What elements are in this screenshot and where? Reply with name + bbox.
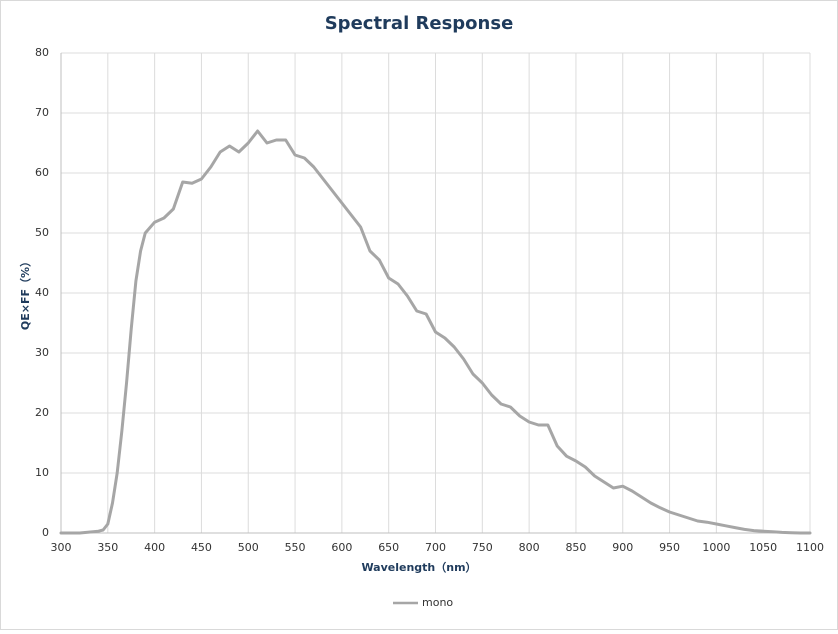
x-tick-label: 400 — [144, 541, 165, 554]
x-tick-label: 300 — [51, 541, 72, 554]
x-tick-label: 500 — [238, 541, 259, 554]
x-tick-label: 800 — [519, 541, 540, 554]
chart-title: Spectral Response — [325, 13, 514, 34]
y-tick-label: 60 — [35, 166, 49, 179]
x-tick-label: 1000 — [702, 541, 730, 554]
y-tick-label: 20 — [35, 406, 49, 419]
x-tick-label: 700 — [425, 541, 446, 554]
y-tick-label: 70 — [35, 106, 49, 119]
data-line — [59, 129, 812, 535]
x-tick-label: 850 — [565, 541, 586, 554]
y-tick-label: 40 — [35, 286, 49, 299]
x-tick-label: 950 — [659, 541, 680, 554]
legend-label: mono — [422, 596, 453, 609]
x-tick-label: 450 — [191, 541, 212, 554]
y-tick-label: 30 — [35, 346, 49, 359]
x-tick-label: 1050 — [749, 541, 777, 554]
x-axis-label: Wavelength（nm） — [361, 561, 476, 574]
x-tick-label: 750 — [472, 541, 493, 554]
x-tick-label: 600 — [331, 541, 352, 554]
x-tick-label: 1100 — [796, 541, 824, 554]
x-tick-label: 650 — [378, 541, 399, 554]
y-tick-label: 50 — [35, 226, 49, 239]
y-tick-label: 80 — [35, 46, 49, 59]
x-tick-label: 900 — [612, 541, 633, 554]
y-tick-label: 10 — [35, 466, 49, 479]
x-tick-label: 350 — [97, 541, 118, 554]
y-tick-label: 0 — [42, 526, 49, 539]
y-axis-label: QE×FF（%） — [19, 256, 32, 330]
x-tick-label: 550 — [285, 541, 306, 554]
